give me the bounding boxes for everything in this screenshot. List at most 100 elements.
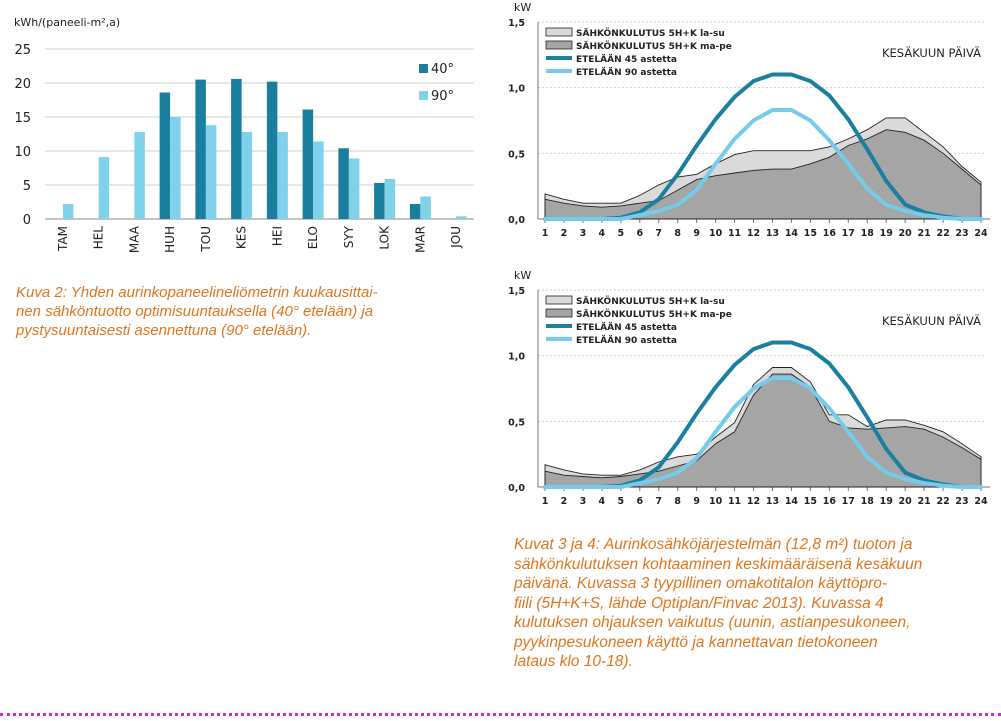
x-tick-label: 19 bbox=[880, 496, 893, 507]
x-tick-label: LOK bbox=[378, 225, 392, 250]
y-tick-label: 25 bbox=[14, 43, 31, 58]
x-tick-label: SYY bbox=[342, 225, 356, 248]
x-tick-label: 7 bbox=[655, 228, 662, 239]
x-tick-label: 5 bbox=[618, 496, 625, 507]
caption-line: kulutuksen ohjauksen vaikutus (uunin, as… bbox=[514, 614, 911, 631]
bar-90 bbox=[134, 131, 145, 219]
caption-line: päivänä. Kuvassa 3 tyypillinen omakotita… bbox=[514, 575, 888, 592]
y-tick-label: 0,0 bbox=[508, 215, 525, 226]
bar-90 bbox=[241, 131, 253, 219]
caption-line: pystysuuntaisesti asennettuna (90° etelä… bbox=[16, 322, 312, 339]
legend-swatch bbox=[545, 40, 573, 50]
x-tick-label: 24 bbox=[974, 228, 988, 239]
x-tick-label: HUH bbox=[163, 226, 177, 253]
x-tick-label: 7 bbox=[655, 496, 662, 507]
bar-40 bbox=[409, 204, 421, 219]
bar-90 bbox=[98, 157, 110, 219]
legend-swatch bbox=[419, 91, 428, 100]
x-tick-label: JOU bbox=[449, 226, 463, 249]
legend-label: 90° bbox=[431, 89, 454, 104]
legend-label: SÄHKÖNKULUTUS 5H+K la-su bbox=[576, 296, 725, 307]
x-tick-label: 9 bbox=[693, 496, 700, 507]
y-axis-label: kWh/(paneeli-m²,a) bbox=[14, 16, 120, 29]
chart-annotation: KESÄKUUN PÄIVÄ bbox=[882, 313, 981, 328]
x-tick-label: 23 bbox=[955, 496, 968, 507]
bar-90 bbox=[456, 216, 467, 219]
y-axis-label: kW bbox=[514, 1, 531, 14]
x-tick-label: 6 bbox=[636, 228, 643, 239]
x-tick-label: 10 bbox=[709, 228, 723, 239]
caption-line: sähkönkulutuksen kohtaaminen keskimääräi… bbox=[514, 555, 923, 573]
bar-90 bbox=[277, 131, 288, 219]
x-tick-label: 18 bbox=[861, 496, 875, 507]
x-tick-label: 14 bbox=[785, 496, 799, 507]
figure-2-caption: Kuva 2: Yhden aurinkopaneelineliömetrin … bbox=[16, 283, 476, 340]
y-tick-label: 0 bbox=[23, 213, 31, 228]
bar-90 bbox=[348, 158, 360, 219]
y-tick-label: 0,0 bbox=[508, 483, 525, 494]
x-tick-label: 4 bbox=[599, 496, 606, 507]
x-tick-label: 17 bbox=[842, 228, 855, 239]
legend-label: ETELÄÄN 45 astetta bbox=[576, 54, 677, 65]
x-tick-label: 18 bbox=[861, 228, 875, 239]
x-tick-label: HEL bbox=[92, 226, 106, 250]
x-tick-label: 21 bbox=[918, 228, 931, 239]
x-tick-label: 4 bbox=[599, 228, 606, 239]
y-tick-label: 5 bbox=[23, 179, 31, 194]
production-line bbox=[543, 108, 983, 221]
x-tick-label: MAR bbox=[413, 226, 427, 253]
legend-swatch bbox=[545, 308, 573, 318]
x-tick-label: 21 bbox=[918, 496, 931, 507]
x-tick-label: 6 bbox=[636, 496, 643, 507]
dotted-separator bbox=[0, 713, 1001, 716]
x-tick-label: MAA bbox=[127, 225, 141, 253]
legend-label: SÄHKÖNKULUTUS 5H+K ma-pe bbox=[576, 41, 732, 52]
legend-label: ETELÄÄN 90 astetta bbox=[576, 335, 677, 346]
x-tick-label: 11 bbox=[728, 228, 741, 239]
x-tick-label: KES bbox=[235, 226, 249, 249]
x-tick-label: 17 bbox=[842, 496, 855, 507]
x-tick-label: 3 bbox=[580, 496, 587, 507]
y-tick-label: 1,5 bbox=[508, 18, 525, 29]
x-tick-label: 10 bbox=[709, 496, 723, 507]
production-line bbox=[543, 376, 983, 489]
chart-annotation: KESÄKUUN PÄIVÄ bbox=[882, 45, 981, 60]
x-tick-label: 12 bbox=[747, 496, 760, 507]
figure-3-4-caption: Kuvat 3 ja 4: Aurinkosähköjärjestelmän (… bbox=[514, 535, 994, 672]
caption-line: Kuva 2: Yhden aurinkopaneelineliömetrin … bbox=[16, 284, 378, 301]
x-tick-label: 14 bbox=[785, 228, 799, 239]
x-tick-label: 1 bbox=[542, 496, 549, 507]
x-tick-label: 16 bbox=[823, 496, 837, 507]
x-tick-label: HEI bbox=[270, 226, 284, 246]
x-tick-label: 9 bbox=[693, 228, 700, 239]
y-tick-label: 1,5 bbox=[508, 286, 525, 297]
bar-40 bbox=[266, 81, 278, 219]
y-tick-label: 15 bbox=[14, 111, 31, 126]
y-tick-label: 0,5 bbox=[508, 149, 525, 160]
bar-90 bbox=[313, 141, 324, 219]
bar-90 bbox=[384, 178, 396, 219]
bar-90 bbox=[62, 204, 74, 219]
x-tick-label: TOU bbox=[199, 226, 213, 253]
june-day-chart-1: kW0,00,51,01,51 2 3 4 5 6 7 8 9 10 11 12 13 14 15 16 17 1… bbox=[508, 1, 990, 239]
x-tick-label: 2 bbox=[561, 496, 568, 507]
caption-line: nen sähköntuotto optimisuuntauksella (40… bbox=[16, 303, 374, 320]
x-tick-label: 12 bbox=[747, 228, 760, 239]
legend-label: SÄHKÖNKULUTUS 5H+K la-su bbox=[576, 28, 725, 39]
consumption-area bbox=[544, 373, 982, 488]
y-tick-label: 20 bbox=[14, 77, 31, 92]
bar-40 bbox=[338, 148, 349, 219]
bar-90 bbox=[170, 117, 181, 219]
bar-40 bbox=[374, 182, 385, 219]
bar-40 bbox=[195, 79, 206, 219]
x-tick-label: 22 bbox=[936, 228, 949, 239]
legend-label: ETELÄÄN 45 astetta bbox=[576, 322, 677, 333]
caption-line: Kuvat 3 ja 4: Aurinkosähköjärjestelmän (… bbox=[514, 536, 913, 553]
x-tick-label: 23 bbox=[955, 228, 968, 239]
consumption-area bbox=[544, 129, 982, 220]
x-tick-label: ELO bbox=[306, 226, 320, 249]
legend-swatch bbox=[419, 64, 428, 73]
x-tick-label: 15 bbox=[804, 228, 817, 239]
x-tick-label: 22 bbox=[936, 496, 949, 507]
bar-90 bbox=[420, 196, 431, 219]
